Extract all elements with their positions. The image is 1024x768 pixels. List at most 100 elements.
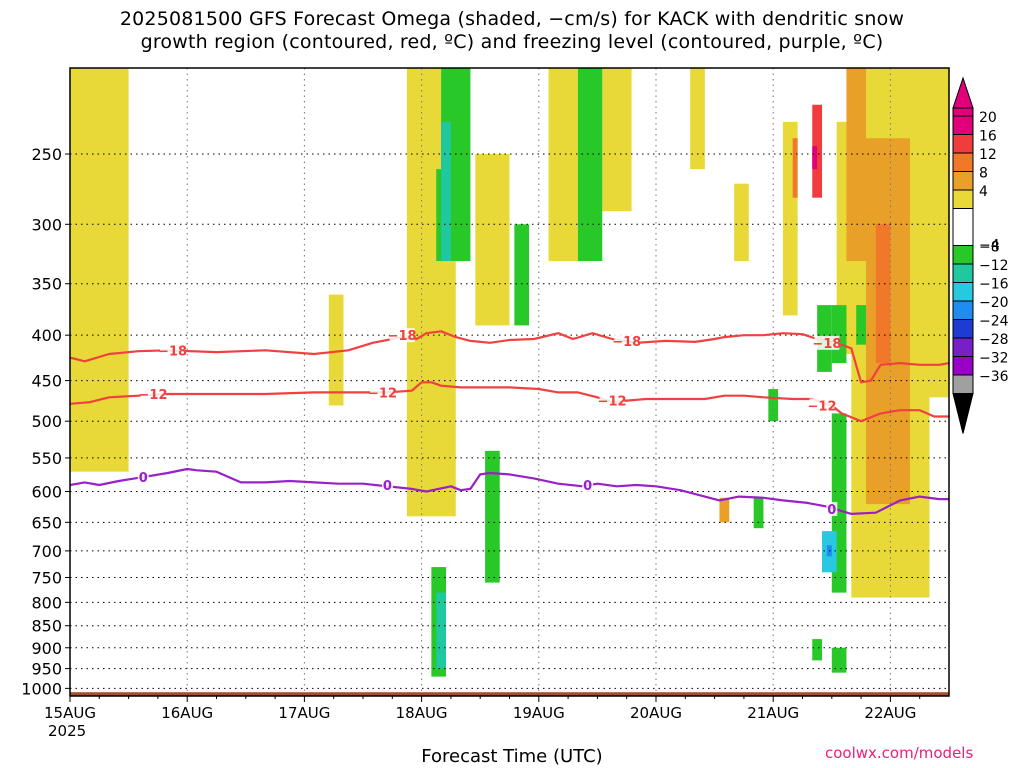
y-tick-label-1: 300: [31, 215, 62, 234]
colorbar-label-13: −36: [979, 369, 1009, 385]
omega-region-14: [719, 497, 730, 523]
omega-region-0: [70, 68, 129, 472]
y-tick-label-13: 900: [31, 639, 62, 658]
colorbar-top-arrow: [952, 76, 974, 109]
colorbar-swatch-6: [952, 245, 974, 265]
contour-label-10: 0: [583, 479, 592, 494]
colorbar-swatch-13: [952, 374, 974, 394]
contour-label-4: −12: [139, 388, 168, 403]
contour-label-bg-0: [160, 343, 186, 358]
y-tick-label-4: 450: [31, 372, 62, 391]
colorbar-swatch-0: [952, 115, 974, 135]
contour-label-11: 0: [827, 503, 836, 518]
contour-layer: −18 −18 −18 −18 −12 −12 −12 −12 0 0 0 0: [70, 328, 949, 518]
chart-title-line-1: 2025081500 GFS Forecast Omega (shaded, −…: [119, 8, 905, 30]
contour-line-2: [70, 467, 949, 515]
contour-line-1: [70, 381, 949, 423]
colorbar-swatch-3: [952, 171, 974, 191]
y-tick-label-0: 250: [31, 145, 62, 164]
colorbar-label-3: 8: [979, 166, 988, 182]
colorbar-swatch-4: [952, 189, 974, 209]
colorbar-swatch-10: [952, 319, 974, 339]
colorbar: 20 16 12 8 4 −4−8 −12 −16 −20 −24 −28 −32 −36: [952, 76, 1009, 434]
omega-shading-layer: [70, 68, 949, 677]
contour-label-6: −12: [598, 395, 627, 410]
x-tick-label-6: 21AUG: [747, 704, 799, 722]
omega-region-18: [812, 146, 818, 170]
colorbar-label-1: 16: [979, 129, 997, 145]
contour-label-5: −12: [368, 386, 397, 401]
colorbar-swatch-9: [952, 300, 974, 320]
colorbar-swatch-7: [952, 263, 974, 283]
year-label: 2025: [48, 722, 87, 740]
colorbar-label-5: −4: [979, 238, 1000, 254]
contour-label-3: −18: [812, 337, 841, 352]
colorbar-label-4: 4: [979, 184, 988, 200]
y-tick-label-5: 500: [31, 412, 62, 431]
omega-region-6: [690, 68, 705, 170]
contour-label-1: −18: [388, 329, 417, 344]
colorbar-label-11: −28: [979, 332, 1009, 348]
omega-region-28: [768, 389, 779, 422]
y-tick-label-12: 850: [31, 617, 62, 636]
colorbar-label-10: −24: [979, 314, 1009, 330]
y-axis-ticks: 250 300 350 400 450 500 550 600 650 700 750 800 850 9…: [21, 145, 70, 698]
contour-label-bg-7: [809, 398, 835, 413]
contour-label-8: 0: [139, 471, 148, 486]
colorbar-label-12: −32: [979, 351, 1009, 367]
contour-label-bg-11: [826, 502, 838, 517]
colorbar-label-8: −16: [979, 277, 1009, 293]
x-axis-ticks: 15AUG 16AUG 17AUG 18AUG 19AUG 20AUG 21AUG 22AUG: [44, 696, 921, 722]
contour-label-bg-5: [370, 385, 396, 400]
omega-region-31: [831, 647, 847, 673]
y-tick-label-6: 550: [31, 449, 62, 468]
contour-label-bg-8: [137, 470, 149, 485]
y-tick-label-2: 350: [31, 275, 62, 294]
colorbar-swatch-5: [952, 208, 974, 246]
colorbar-top-cap: [952, 107, 974, 117]
y-tick-label-3: 400: [31, 326, 62, 345]
colorbar-swatch-2: [952, 152, 974, 172]
contour-label-9: 0: [383, 479, 392, 494]
colorbar-swatch-8: [952, 282, 974, 302]
surface-layer: [70, 692, 949, 696]
y-tick-label-10: 750: [31, 568, 62, 587]
omega-region-1: [328, 294, 344, 406]
contour-label-bg-4: [140, 387, 166, 402]
omega-region-5: [602, 68, 632, 212]
omega-region-34: [436, 592, 447, 669]
x-axis-label: Forecast Time (UTC): [421, 746, 603, 767]
x-tick-label-5: 20AUG: [630, 704, 682, 722]
y-tick-label-8: 650: [31, 513, 62, 532]
colorbar-swatch-12: [952, 356, 974, 376]
x-tick-label-4: 19AUG: [513, 704, 565, 722]
omega-region-30: [812, 639, 823, 661]
contour-label-2: −18: [612, 335, 641, 350]
omega-region-23: [577, 68, 603, 262]
contour-label-bg-9: [381, 477, 393, 492]
contour-label-bg-10: [582, 477, 594, 492]
x-tick-label-0: 15AUG: [44, 704, 96, 722]
grid-layer: [70, 68, 949, 696]
colorbar-label-2: 12: [979, 147, 997, 163]
omega-region-22: [514, 224, 530, 326]
y-tick-label-7: 600: [31, 482, 62, 501]
x-tick-label-7: 22AUG: [864, 704, 916, 722]
colorbar-bottom-arrow: [952, 393, 974, 434]
x-tick-label-2: 17AUG: [278, 704, 330, 722]
credit-link[interactable]: coolwx.com/models: [825, 744, 974, 762]
colorbar-swatch-11: [952, 337, 974, 357]
omega-region-3: [475, 154, 510, 326]
contour-label-bg-2: [614, 333, 640, 348]
y-tick-label-15: 1000: [21, 679, 62, 698]
contour-label-7: −12: [808, 399, 837, 414]
omega-region-16: [792, 138, 798, 198]
colorbar-label-9: −20: [979, 295, 1009, 311]
omega-region-15: [875, 224, 891, 364]
contour-line-0: [70, 330, 949, 384]
omega-region-12: [846, 68, 866, 262]
y-tick-label-9: 700: [31, 542, 62, 561]
y-tick-label-11: 800: [31, 593, 62, 612]
colorbar-label-0: 20: [979, 110, 997, 126]
